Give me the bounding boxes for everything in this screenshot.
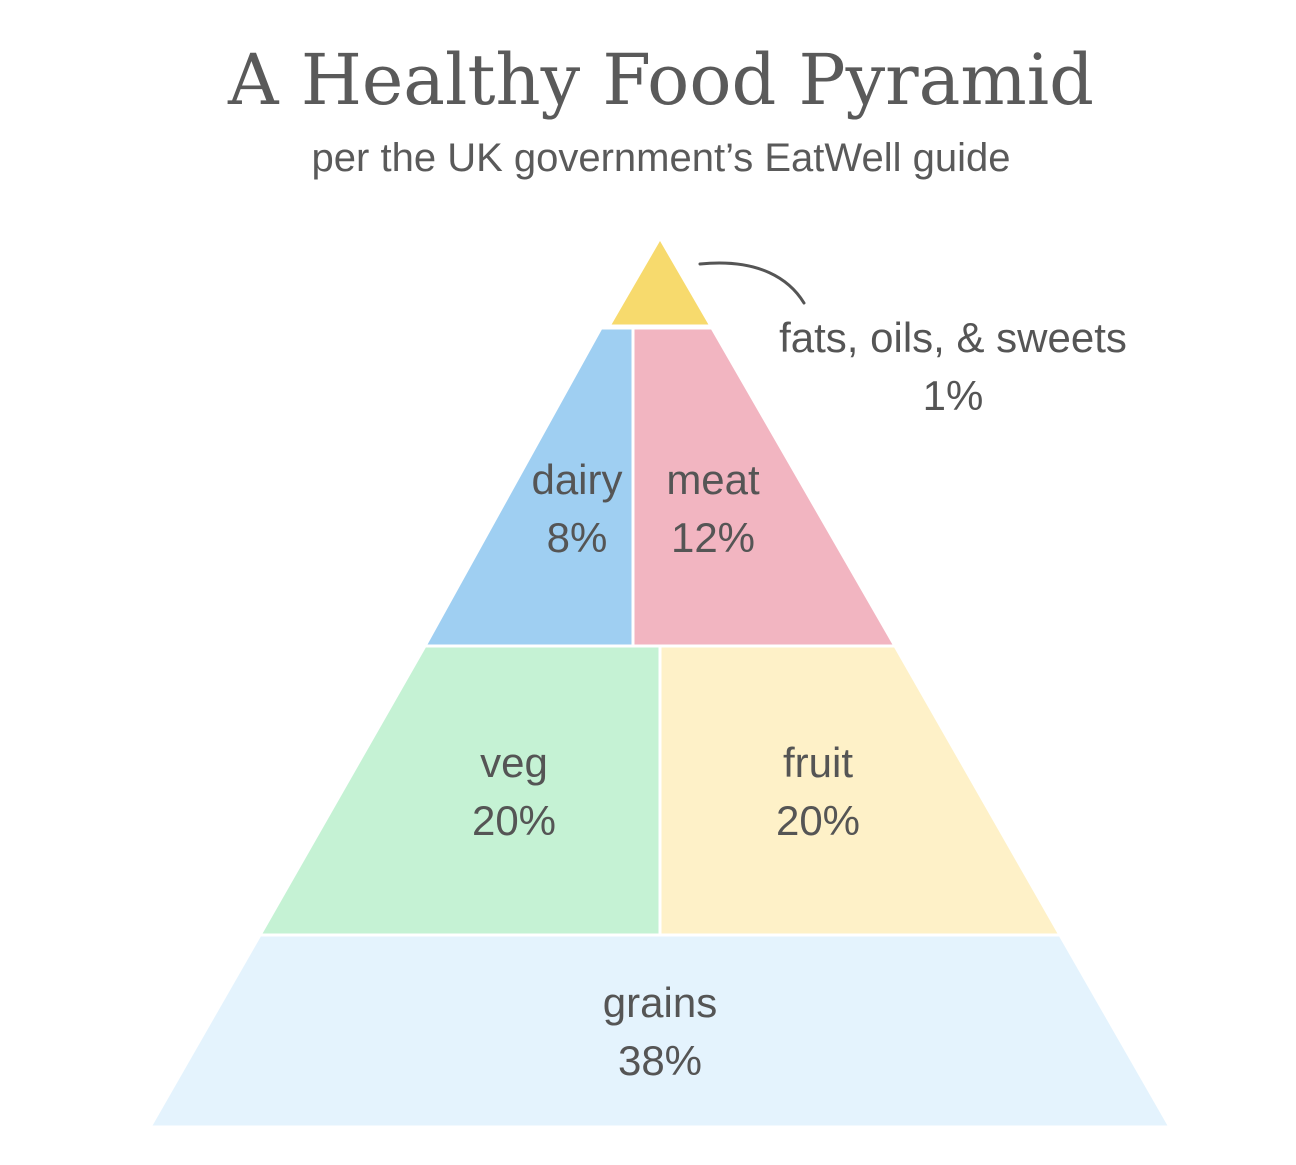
fats-callout-line (698, 261, 806, 305)
diagram-subtitle: per the UK government’s EatWell guide (311, 136, 1011, 180)
fruit-label: fruit (783, 739, 853, 786)
veg-label: veg (480, 739, 548, 786)
meat-value: 12% (671, 514, 755, 561)
fats-label: fats, oils, & sweets (779, 314, 1127, 361)
fats-segment (606, 235, 714, 328)
veg-value: 20% (472, 797, 556, 844)
dairy-label: dairy (531, 456, 622, 503)
grains-segment (147, 933, 1173, 1129)
grains-value: 38% (618, 1037, 702, 1084)
diagram-title: A Healthy Food Pyramid (228, 39, 1094, 121)
fruit-value: 20% (776, 797, 860, 844)
meat-label: meat (666, 456, 760, 503)
grains-label: grains (603, 979, 717, 1026)
veg-segment (257, 644, 662, 937)
fruit-segment (658, 644, 1063, 937)
fats-value: 1% (923, 372, 984, 419)
dairy-value: 8% (547, 514, 608, 561)
